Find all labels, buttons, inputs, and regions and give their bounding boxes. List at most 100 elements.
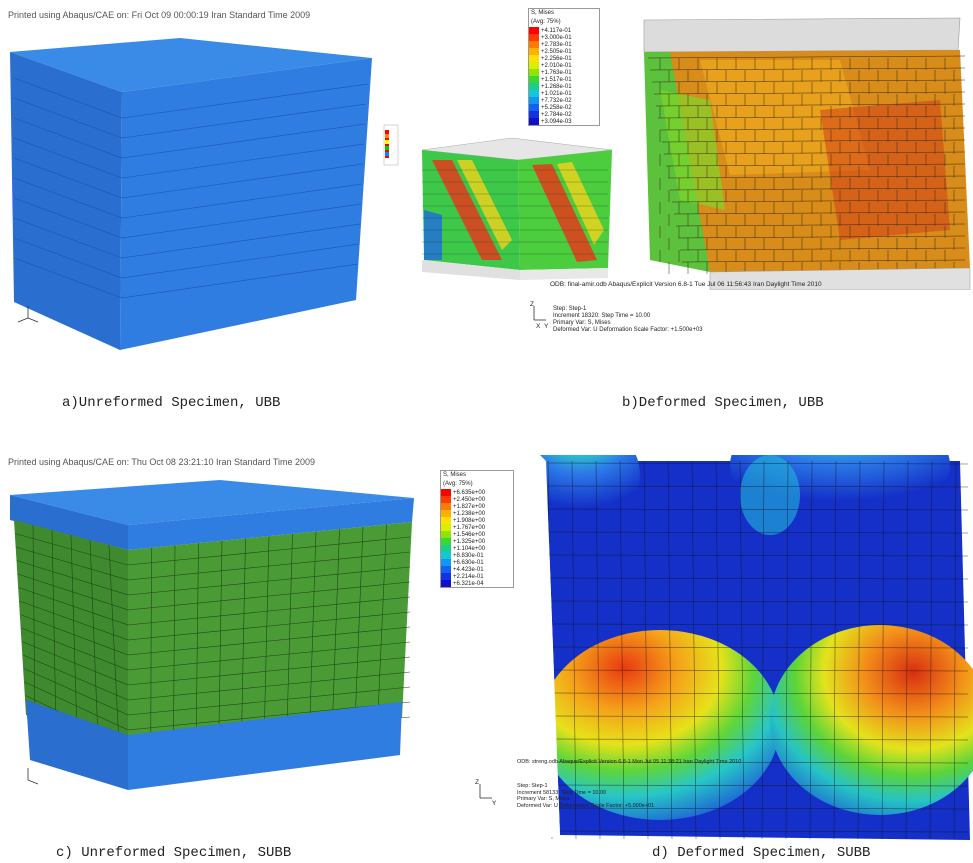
panel-b-step-line-3: Primary Var: S, Mises — [553, 320, 611, 326]
legend-value: +1.767e+00 — [453, 524, 486, 531]
legend-value: +8.830e-01 — [453, 552, 484, 559]
panel-d-legend-title: S, Mises — [443, 472, 467, 478]
panel-d-legend: S, Mises (Avg: 75%) +6.635e+00 +2.450e+00… — [440, 470, 514, 588]
legend-value: +2.010e-01 — [541, 62, 572, 69]
panel-d-deformed-model-image — [540, 455, 973, 840]
legend-swatch — [529, 48, 539, 55]
panel-b-axis-y: Y — [544, 323, 549, 330]
legend-row: +6.321e-04 — [441, 580, 513, 587]
panel-b-deformed-model-image — [643, 17, 971, 290]
legend-row: +1.546e+00 — [441, 531, 513, 538]
legend-value: +6.321e-04 — [453, 580, 484, 587]
legend-swatch — [441, 503, 451, 510]
legend-swatch — [441, 566, 451, 573]
legend-row: +2.214e-01 — [441, 573, 513, 580]
legend-row: +1.517e-01 — [529, 76, 599, 83]
legend-swatch — [441, 531, 451, 538]
panel-a-header: Printed using Abaqus/CAE on: Fri Oct 09 … — [8, 10, 311, 20]
legend-swatch — [529, 55, 539, 62]
legend-swatch — [529, 111, 539, 118]
panel-b-axis-triad: Z Y X — [530, 301, 549, 330]
legend-row: +1.767e+00 — [441, 524, 513, 531]
legend-row: +2.010e-01 — [529, 62, 599, 69]
legend-swatch — [441, 538, 451, 545]
panel-b-legend-title: S, Mises — [531, 10, 555, 16]
legend-swatch — [441, 496, 451, 503]
legend-row: +4.117e-01 — [529, 27, 599, 34]
legend-row: +1.104e+00 — [441, 545, 513, 552]
legend-row: +2.783e-01 — [529, 41, 599, 48]
legend-row: +2.450e+00 — [441, 496, 513, 503]
legend-swatch — [529, 34, 539, 41]
legend-value: +1.268e-01 — [541, 83, 572, 90]
legend-value: +1.908e+00 — [453, 517, 486, 524]
panel-d-step-line-2: Increment 58133: Step Time = 10.00 — [517, 789, 607, 796]
legend-swatch — [529, 118, 539, 125]
legend-swatch — [441, 573, 451, 580]
panel-b-step-info: Step: Step-1 Increment 18320: Step Time … — [553, 306, 703, 334]
panel-b-step-line-2: Increment 18320: Step Time = 10.00 — [553, 313, 651, 319]
legend-value: +1.104e+00 — [453, 545, 486, 552]
legend-row: +3.094e-03 — [529, 118, 599, 125]
legend-value: +3.094e-03 — [541, 118, 572, 125]
legend-swatch — [441, 559, 451, 566]
legend-swatch — [529, 97, 539, 104]
legend-value: +2.450e+00 — [453, 496, 486, 503]
legend-row: +2.256e-01 — [529, 55, 599, 62]
legend-swatch — [529, 90, 539, 97]
panel-d-axis-z: Z — [475, 779, 479, 786]
panel-d-axis-triad: Z Y — [475, 779, 497, 806]
legend-value: +1.238e+00 — [453, 510, 486, 517]
panel-a-model-image — [10, 38, 372, 350]
legend-value: +6.635e+00 — [453, 489, 486, 496]
panel-b-step-line-4: Deformed Var: U Deformation Scale Factor… — [553, 327, 703, 333]
legend-row: +2.784e-02 — [529, 111, 599, 118]
legend-value: +3.000e-01 — [541, 34, 572, 41]
legend-value: +5.258e-02 — [541, 104, 572, 111]
legend-row: +5.258e-02 — [529, 104, 599, 111]
legend-row: +1.238e+00 — [441, 510, 513, 517]
panel-d-step-line-1: Step: Step-1 — [517, 783, 548, 789]
legend-row: +6.630e-01 — [441, 559, 513, 566]
legend-swatch — [441, 552, 451, 559]
legend-swatch — [441, 524, 451, 531]
panel-b-inset-model-image — [383, 124, 613, 280]
panel-b-step-line-1: Step: Step-1 — [553, 306, 587, 312]
legend-row: +1.021e-01 — [529, 90, 599, 97]
legend-row: +7.732e-02 — [529, 97, 599, 104]
legend-swatch — [529, 83, 539, 90]
legend-swatch — [441, 489, 451, 496]
legend-swatch — [441, 580, 451, 587]
legend-swatch — [529, 104, 539, 111]
legend-value: +1.517e-01 — [541, 76, 572, 83]
legend-swatch — [441, 517, 451, 524]
legend-value: +1.827e+00 — [453, 503, 486, 510]
legend-value: +1.021e-01 — [541, 90, 572, 97]
legend-value: +1.763e-01 — [541, 69, 572, 76]
panel-b-axis-x: X — [536, 323, 541, 330]
panel-d-step-line-3: Primary Var: S, Mises — [517, 796, 570, 802]
legend-swatch — [441, 510, 451, 517]
legend-value: +2.214e-01 — [453, 573, 484, 580]
legend-value: +4.117e-01 — [541, 27, 572, 34]
panel-b-legend: S, Mises (Avg: 75%) +4.117e-01 +3.000e-01… — [528, 8, 600, 126]
panel-d-odb-line: ODB: streng.odb Abaqus/Explicit Version … — [517, 759, 742, 765]
legend-swatch — [529, 69, 539, 76]
legend-swatch — [441, 545, 451, 552]
panel-b-legend-avg: (Avg: 75%) — [531, 19, 561, 25]
legend-row: +2.505e-01 — [529, 48, 599, 55]
panel-d-axis-y: Y — [492, 800, 497, 806]
legend-value: +2.256e-01 — [541, 55, 572, 62]
panel-d-legend-avg: (Avg: 75%) — [443, 481, 473, 487]
legend-value: +2.505e-01 — [541, 48, 572, 55]
legend-row: +1.268e-01 — [529, 83, 599, 90]
legend-value: +6.630e-01 — [453, 559, 484, 566]
legend-value: +1.546e+00 — [453, 531, 486, 538]
legend-row: +1.763e-01 — [529, 69, 599, 76]
panel-d-caption: d) Deformed Specimen, SUBB — [652, 845, 871, 861]
panel-c-header: Printed using Abaqus/CAE on: Thu Oct 08 … — [8, 457, 316, 467]
legend-value: +2.783e-01 — [541, 41, 572, 48]
legend-value: +7.732e-02 — [541, 97, 572, 104]
legend-value: +1.325e+00 — [453, 538, 486, 545]
legend-swatch — [529, 41, 539, 48]
